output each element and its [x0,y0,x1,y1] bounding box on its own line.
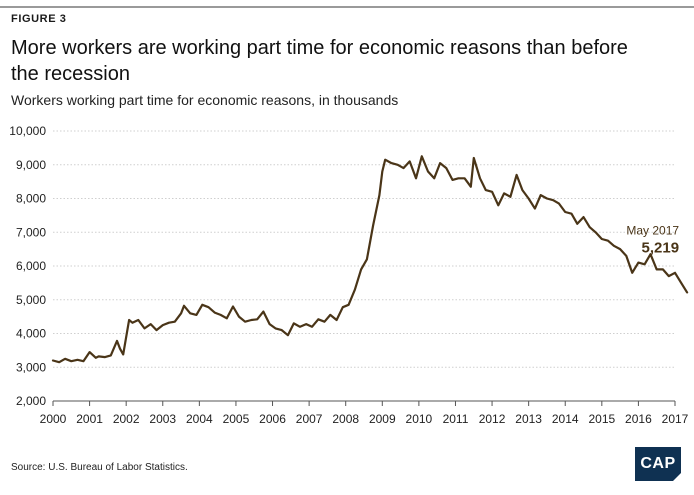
chart-title: More workers are working part time for e… [11,37,628,85]
y-tick-label: 2,000 [16,394,46,408]
annotation-value-label: 5,219 [642,239,680,256]
figure-label: FIGURE 3 [11,13,67,25]
cap-logo: CAP [635,447,681,481]
x-tick-label: 2000 [40,412,67,426]
y-tick-label: 3,000 [16,360,46,374]
x-tick-label: 2003 [149,412,176,426]
y-tick-label: 6,000 [16,259,46,273]
y-tick-label: 7,000 [16,225,46,239]
x-tick-label: 2015 [588,412,615,426]
series-layer [51,155,689,364]
y-tick-label: 4,000 [16,327,46,341]
x-tick-label: 2013 [515,412,542,426]
chart-subtitle: Workers working part time for economic r… [11,92,399,108]
x-tick-label: 2006 [259,412,286,426]
grid-lines [53,130,675,368]
y-tick-label: 9,000 [16,158,46,172]
top-rule [0,6,694,8]
y-axis-tick-labels: 2,000 3,000 4,000 5,000 6,000 7,000 8,000 9,000… [9,124,46,408]
y-tick-label: 10,000 [9,124,46,138]
source-note: Source: U.S. Bureau of Labor Statistics. [11,462,188,473]
x-tick-label: 2002 [113,412,140,426]
x-tick-label: 2014 [552,412,579,426]
x-tick-label: 2016 [625,412,652,426]
x-tick-label: 2004 [186,412,213,426]
x-axis-tick-labels: 2000 2001 2002 2003 2004 2005 2006 2007 2008 2009… [40,401,689,426]
x-tick-label: 2010 [406,412,433,426]
x-tick-label: 2012 [479,412,506,426]
x-tick-label: 2001 [76,412,103,426]
x-tick-label: 2017 [662,412,689,426]
x-tick-label: 2008 [332,412,359,426]
x-tick-label: 2007 [296,412,323,426]
y-tick-label: 5,000 [16,293,46,307]
annotation-date-label: May 2017 [626,223,679,237]
annotation: May 2017 5,219 [626,223,679,256]
x-tick-label: 2009 [369,412,396,426]
series-line-0 [51,155,689,364]
x-tick-label: 2011 [443,412,469,426]
x-tick-label: 2005 [223,412,250,426]
y-tick-label: 8,000 [16,192,46,206]
